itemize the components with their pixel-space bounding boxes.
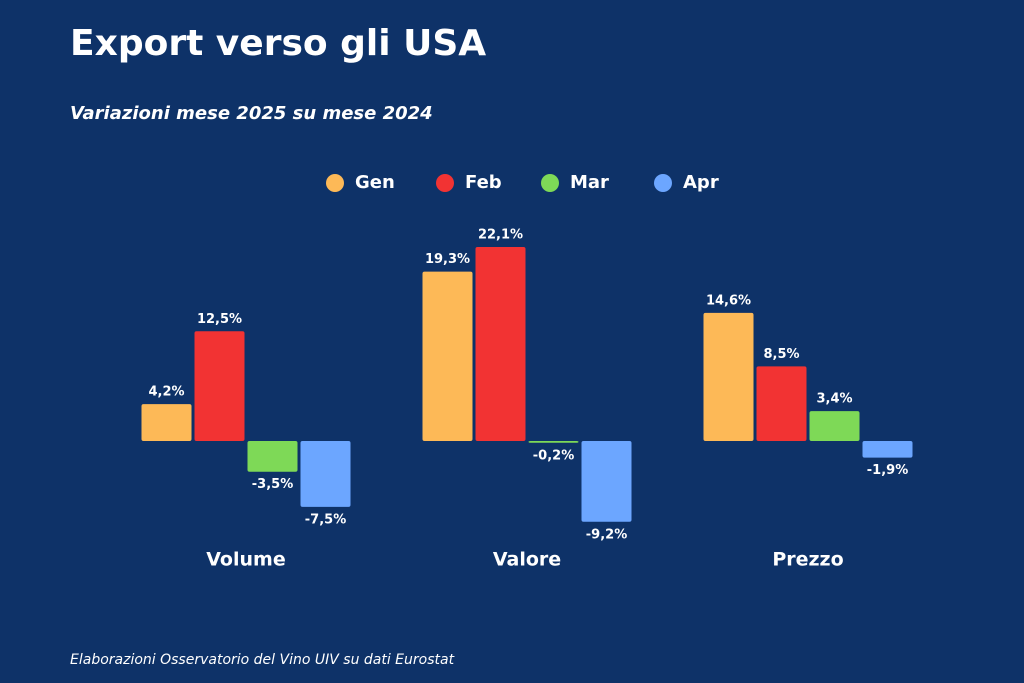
legend-label: Apr: [683, 172, 719, 193]
chart-title: Export verso gli USA: [70, 23, 486, 64]
value-label: -1,9%: [867, 463, 908, 478]
value-label: 8,5%: [763, 347, 799, 362]
legend-swatch: [326, 174, 344, 192]
value-label: -3,5%: [252, 477, 293, 492]
value-label: -7,5%: [305, 512, 346, 527]
legend-label: Gen: [355, 172, 395, 193]
value-label: 12,5%: [197, 312, 242, 327]
value-label: 22,1%: [478, 228, 523, 243]
value-label: 3,4%: [816, 392, 852, 407]
bar: [194, 331, 245, 441]
value-label: -0,2%: [533, 448, 574, 463]
legend-swatch: [541, 174, 559, 192]
chart-subtitle: Variazioni mese 2025 su mese 2024: [70, 103, 433, 124]
bar: [475, 247, 526, 441]
legend-swatch: [436, 174, 454, 192]
x-tick-label: Valore: [493, 549, 561, 571]
value-label: 19,3%: [425, 252, 470, 267]
bar: [809, 411, 860, 441]
bar: [703, 312, 754, 441]
source-note: Elaborazioni Osservatorio del Vino UIV s…: [70, 652, 455, 668]
bar: [528, 441, 579, 443]
bar: [422, 271, 473, 441]
legend-swatch: [654, 174, 672, 192]
bar: [300, 441, 351, 507]
bar: [756, 366, 807, 441]
bar: [862, 441, 913, 458]
value-label: 4,2%: [148, 385, 184, 400]
x-tick-label: Prezzo: [772, 549, 843, 571]
x-tick-label: Volume: [206, 549, 285, 571]
bar: [247, 441, 298, 472]
value-label: -9,2%: [586, 527, 627, 542]
legend-label: Mar: [570, 172, 609, 193]
value-label: 14,6%: [706, 293, 751, 308]
legend-label: Feb: [465, 172, 502, 193]
bar: [581, 441, 632, 522]
bar: [141, 404, 192, 441]
